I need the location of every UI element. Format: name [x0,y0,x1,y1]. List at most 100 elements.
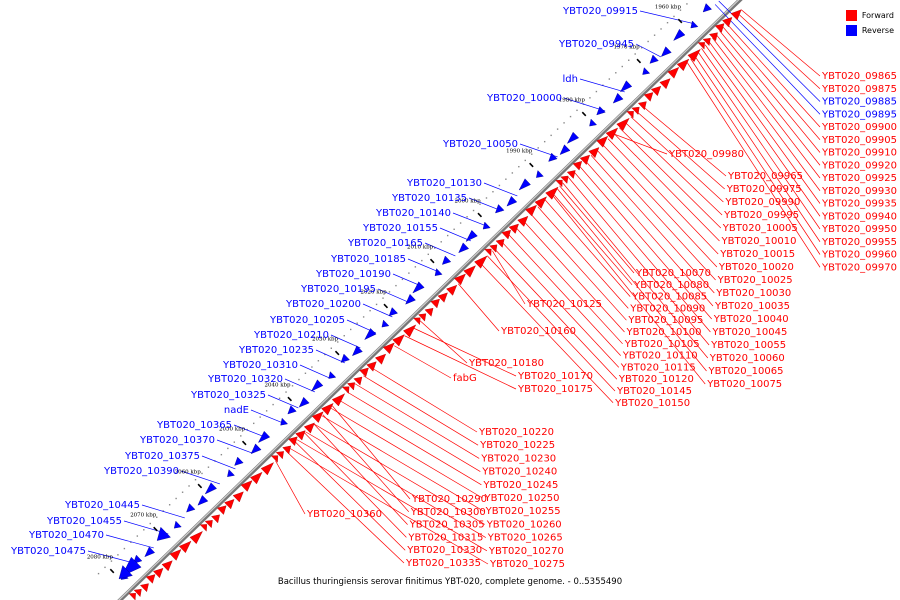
guide-dot [330,347,333,349]
guide-dot [117,554,119,556]
callout-line [299,364,330,379]
reverse-gene-label: YBT020_10310 [222,360,298,371]
callout-line [596,149,716,281]
callout-line [141,504,185,519]
tick-mark [334,350,340,356]
forward-gene [474,255,488,269]
guide-dot [395,284,397,287]
guide-dot [640,47,643,49]
guide-dot [679,9,682,11]
guide-dot [285,391,287,393]
reverse-gene [287,405,297,415]
reverse-gene [495,204,505,214]
guide-dot [369,309,371,312]
forward-gene-label: YBT020_10035 [714,301,790,312]
callout-line [704,44,821,204]
callout-line [573,171,711,333]
forward-gene [346,382,356,391]
forward-gene [403,324,417,338]
forward-gene [392,334,405,347]
callout-line [562,182,709,359]
tick-mark [153,526,158,532]
reverse-gene [388,307,398,317]
right-gene-label: YBT020_09955 [821,237,897,248]
forward-gene-label: YBT020_10060 [709,353,785,364]
guide-dot [97,572,100,575]
tick-label: 2050 kbp [219,426,246,432]
forward-gene [517,215,529,227]
reverse-gene-label: YBT020_10325 [190,390,266,401]
forward-gene-label: YBT020_10270 [488,546,564,557]
callout-line [579,166,712,320]
callout-line [636,110,725,190]
forward-gene [199,524,208,532]
guide-dot [337,341,339,343]
guide-dot [304,372,307,374]
guide-dot [660,28,662,30]
forward-gene-label: YBT020_10265 [487,533,563,544]
forward-gene-label: YBT020_10170 [517,371,593,382]
callout-line [737,12,821,90]
forward-gene [413,317,421,326]
legend-reverse: Reverse [845,23,894,38]
callout-line [330,334,361,349]
callout-line [338,399,482,486]
tick-mark [197,483,203,489]
tick-label: 2070 kbp [130,512,157,518]
guide-dot [479,203,481,205]
forward-gene [579,154,591,165]
forward-gene [288,436,298,446]
callout-line [288,447,489,565]
reverse-gene-label: YBT020_09915 [562,6,638,17]
forward-gene [687,48,701,63]
guide-dot [356,322,358,324]
callout-line [712,37,821,179]
forward-gene-label: YBT020_10360 [306,509,382,520]
callout-line [523,220,625,333]
right-gene-label: YBT020_09970 [821,262,897,273]
forward-gene [626,111,634,119]
reverse-gene [482,221,491,230]
forward-gene-label: YBT020_10240 [481,467,557,478]
forward-gene-label: YBT020_10250 [484,493,560,504]
forward-gene [211,514,220,524]
callout-line [267,394,299,409]
callout-line [544,199,631,297]
tick-label: 2040 kbp [264,382,291,388]
guide-dot [537,147,539,149]
forward-gene-label: YBT020_10080 [633,280,709,291]
callout-line [693,55,821,242]
guide-dot [440,241,442,243]
reverse-gene [340,353,350,363]
forward-gene-label: YBT020_10095 [627,315,703,326]
callout-line [304,432,407,538]
guide-dot [123,547,126,550]
callout-line [407,258,439,273]
callout-line [550,193,706,385]
reverse-gene [619,80,633,93]
backbone-shadow [117,0,743,600]
guide-dot [518,165,520,168]
guide-dot [207,466,210,468]
guide-dot [227,447,229,450]
forward-gene-label: YBT020_10335 [405,558,481,569]
reverse-gene-label: YBT020_10190 [315,269,391,280]
reverse-gene [328,371,337,379]
forward-gene [366,361,377,372]
callout-line [559,185,635,274]
reverse-gene-label: YBT020_10050 [442,139,518,150]
reverse-gene-label: YBT020_10365 [156,420,232,431]
guide-dot [427,253,429,256]
callout-line [501,241,620,368]
callout-line [590,155,715,294]
forward-gene-label: YBT020_10145 [616,386,692,397]
callout-line [556,188,707,372]
forward-gene-label: YBT020_10100 [626,327,702,338]
forward-gene-label: YBT020_10105 [624,339,700,350]
callout-line [494,248,618,380]
reverse-gene [596,106,606,116]
forward-gene-label: YBT020_10175 [517,384,593,395]
callout-line [624,121,723,216]
forward-gene-label: fabG [453,373,477,384]
guide-dot [492,191,494,193]
